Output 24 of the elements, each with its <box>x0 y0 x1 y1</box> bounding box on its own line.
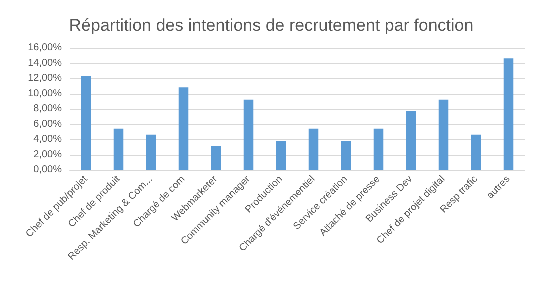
bar <box>146 134 156 170</box>
y-tick-label: 4,00% <box>34 134 62 145</box>
bar <box>504 58 514 170</box>
bar <box>81 76 92 170</box>
y-tick-label: 2,00% <box>34 149 62 160</box>
bar <box>374 128 384 170</box>
y-tick-label: 12,00% <box>28 73 62 84</box>
bar <box>244 100 254 170</box>
chart-title: Répartition des intentions de recrutement par fonction <box>69 16 474 35</box>
y-tick-label: 0,00% <box>34 164 62 176</box>
bar <box>114 128 124 170</box>
bar <box>438 100 449 170</box>
y-tick-label: 14,00% <box>28 58 62 69</box>
bar <box>211 146 222 170</box>
bar <box>471 134 482 170</box>
bar <box>308 128 319 170</box>
y-tick-label: 6,00% <box>34 118 62 130</box>
bar <box>178 88 189 170</box>
y-tick-label: 10,00% <box>28 88 62 100</box>
bar <box>341 141 352 170</box>
bar <box>276 141 286 170</box>
bar <box>406 111 416 170</box>
y-tick-label: 8,00% <box>34 104 62 114</box>
y-tick-label: 16,00% <box>28 42 62 54</box>
